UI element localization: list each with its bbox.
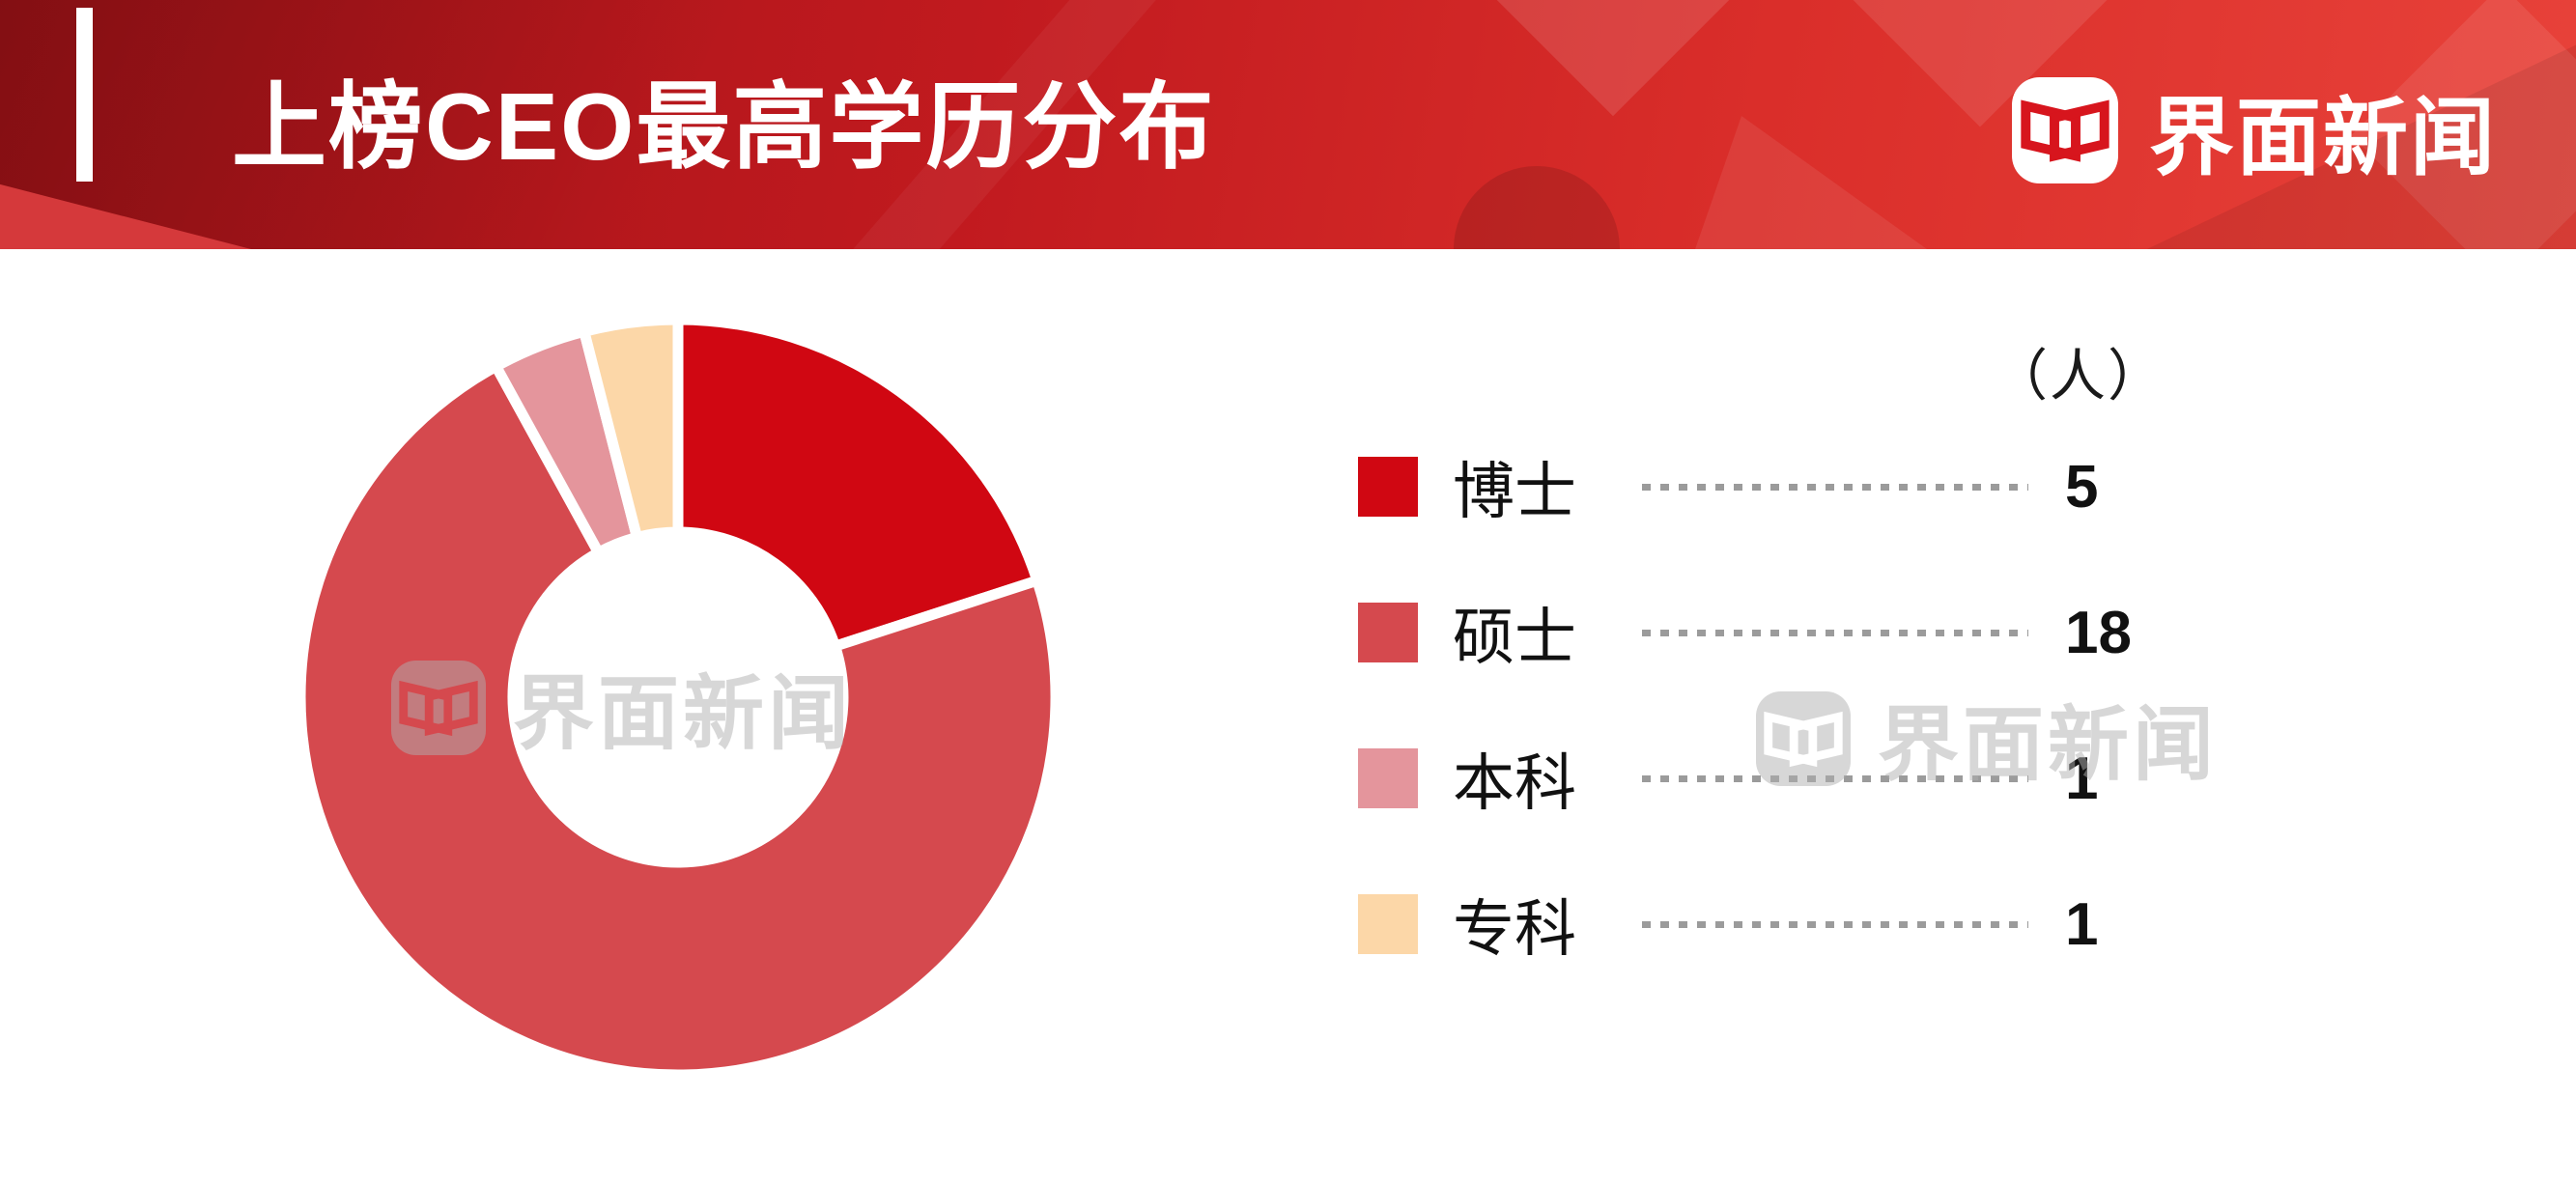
legend-label: 专科 [1453, 894, 1576, 964]
legend-label: 硕士 [1453, 603, 1576, 672]
legend-item: 博士 5 [1358, 434, 2098, 540]
watermark: 界面新闻 [391, 649, 853, 766]
donut-slice-硕士 [295, 360, 1062, 1081]
legend-leader-dots [1642, 920, 2028, 928]
legend-value: 1 [2065, 890, 2099, 958]
legend-value: 18 [2065, 599, 2132, 666]
donut-chart [295, 314, 1062, 1081]
jiemian-watermark-icon [391, 660, 486, 755]
donut-slice-博士 [672, 314, 1043, 652]
watermark-text: 界面新闻 [1878, 699, 2219, 790]
page-title: 上榜CEO最高学历分布 [232, 73, 1216, 180]
legend-swatch [1358, 603, 1418, 662]
brand-logo: 界面新闻 [2012, 0, 2497, 249]
donut-slice-专科 [579, 314, 684, 543]
brand-name: 界面新闻 [2149, 89, 2498, 185]
jiemian-logo-icon [2012, 77, 2118, 183]
header-banner: 上榜CEO最高学历分布 界面新闻 [0, 0, 2576, 249]
legend-leader-dots [1642, 629, 2028, 636]
banner-decoration [0, 0, 947, 249]
legend-item: 硕士 18 [1358, 579, 2132, 686]
jiemian-watermark-icon [1756, 690, 1851, 786]
legend-value: 5 [2065, 453, 2099, 521]
legend-leader-dots [1642, 483, 2028, 491]
banner-decoration [1496, 0, 1730, 117]
watermark-text: 界面新闻 [513, 668, 854, 759]
title-accent-bar [76, 8, 93, 182]
legend-swatch [1358, 457, 1418, 517]
unit-label: （人） [1992, 345, 2166, 408]
legend-value: 1 [2065, 745, 2099, 812]
legend-label: 博士 [1453, 457, 1576, 526]
legend-swatch [1358, 748, 1418, 808]
legend-label: 本科 [1453, 748, 1576, 818]
watermark: 界面新闻 [1756, 680, 2218, 797]
legend-swatch [1358, 894, 1418, 954]
banner-decoration [1695, 116, 1927, 249]
legend-item: 专科 1 [1358, 871, 2098, 977]
banner-decoration [1454, 166, 1620, 249]
